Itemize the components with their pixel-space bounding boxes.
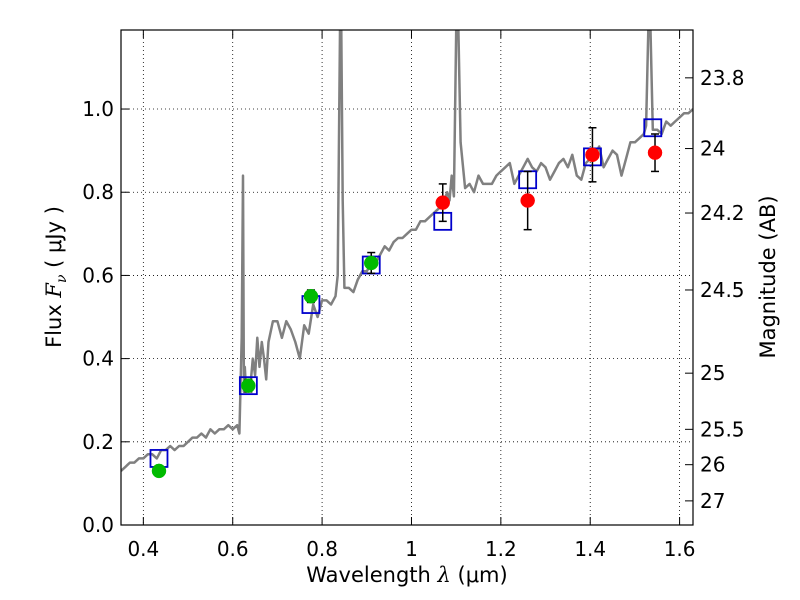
x-tick-label: 0.8 — [306, 537, 338, 561]
y-tick-label: 0.4 — [82, 347, 114, 371]
y-tick-label: 0.0 — [82, 513, 114, 537]
y-tick-label: 0.2 — [82, 430, 114, 454]
x-tick-label: 1.6 — [664, 537, 696, 561]
y2-tick-label: 25.5 — [700, 417, 745, 441]
y2-tick-label: 24 — [700, 137, 725, 161]
x-tick-label: 1 — [405, 537, 418, 561]
observed-point — [435, 195, 450, 210]
observed-point — [241, 378, 256, 393]
y-tick-label: 0.6 — [82, 263, 114, 287]
observed-point — [151, 463, 167, 479]
y2-tick-label: 27 — [700, 489, 725, 513]
y2-tick-label: 26 — [700, 453, 725, 477]
y2-tick-label: 24.2 — [700, 201, 745, 225]
plot-background — [121, 30, 693, 525]
y-axis-label: Flux Fν ( μJy ) — [42, 206, 70, 348]
plot-content — [121, 30, 693, 479]
x-tick-label: 1.2 — [485, 537, 517, 561]
model-point — [643, 118, 663, 138]
plot-frame — [120, 29, 694, 526]
observed-point — [303, 288, 319, 304]
y2-tick-label: 23.8 — [700, 66, 745, 90]
x-tick-label: 0.6 — [217, 537, 249, 561]
y2-tick-label: 24.5 — [700, 278, 745, 302]
y2-tick-label: 25 — [700, 361, 725, 385]
observed-point — [647, 145, 663, 160]
observed-point — [520, 193, 535, 208]
axis-ticks: 0.4 0.6 0.8 1 1.2 1.4 1.6 0.0 0.2 0.4 0.6 0.8 1.0 23.… — [82, 30, 745, 561]
observed-point — [585, 147, 600, 163]
observed-point — [364, 255, 379, 271]
y-tick-label: 1.0 — [82, 97, 114, 121]
y2-axis-label: Magnitude (AB) — [756, 195, 780, 358]
x-axis-label: Wavelength λ (μm) — [306, 563, 507, 587]
x-tick-label: 0.4 — [127, 537, 159, 561]
model-point — [238, 376, 258, 396]
y-tick-label: 0.8 — [82, 180, 114, 204]
x-tick-label: 1.4 — [574, 537, 606, 561]
